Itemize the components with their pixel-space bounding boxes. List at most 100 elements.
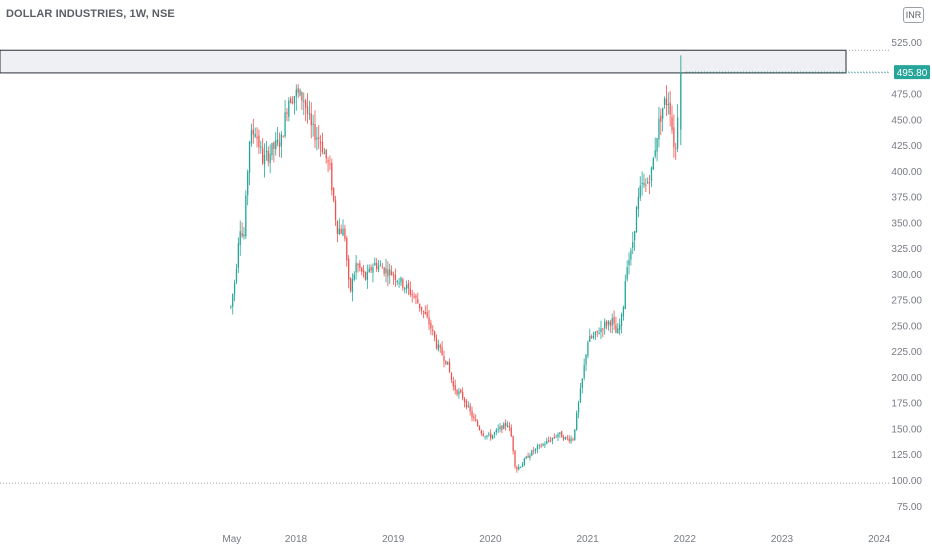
candle-body bbox=[278, 142, 281, 148]
candle-body bbox=[589, 335, 591, 342]
candle-body bbox=[633, 231, 636, 241]
x-tick-label: 2021 bbox=[576, 534, 599, 545]
candle-body bbox=[291, 102, 294, 104]
candle-body bbox=[596, 330, 598, 333]
candle-body bbox=[547, 440, 550, 442]
candle-body bbox=[665, 98, 668, 106]
candle-body bbox=[321, 141, 324, 153]
candle-body bbox=[553, 437, 555, 439]
candle-body bbox=[400, 277, 402, 283]
candle-body bbox=[433, 331, 436, 338]
candle-body bbox=[549, 440, 552, 442]
candle-body bbox=[364, 272, 367, 280]
candle-body bbox=[592, 335, 595, 338]
candle-body bbox=[381, 267, 383, 269]
candle-body bbox=[456, 389, 458, 395]
candle-body bbox=[361, 267, 363, 272]
candle-body bbox=[420, 306, 423, 311]
candle-body bbox=[637, 196, 640, 209]
y-tick-label: 475.00 bbox=[891, 90, 922, 101]
candle-body bbox=[497, 428, 499, 430]
candle-body bbox=[370, 266, 372, 271]
candle-body bbox=[276, 139, 279, 143]
y-tick-label: 450.00 bbox=[891, 115, 922, 126]
candle-body bbox=[447, 361, 449, 365]
candle-body bbox=[333, 188, 335, 201]
candle-body bbox=[615, 324, 617, 334]
currency-badge[interactable]: INR bbox=[903, 7, 924, 23]
candle-body bbox=[518, 466, 520, 470]
candle-body bbox=[529, 455, 531, 458]
candle-body bbox=[323, 152, 325, 154]
candle-body bbox=[329, 163, 331, 165]
candle-body bbox=[465, 400, 468, 408]
candle-body bbox=[267, 150, 269, 162]
candle-body bbox=[673, 127, 675, 148]
candle-body bbox=[680, 72, 682, 130]
candle-body bbox=[232, 294, 234, 307]
candle-body bbox=[476, 421, 479, 426]
candle-body bbox=[620, 314, 623, 326]
candle-body bbox=[340, 228, 342, 234]
candle-body bbox=[521, 464, 524, 468]
candle-body bbox=[639, 185, 641, 198]
candle-body bbox=[546, 440, 548, 444]
candle-body bbox=[450, 372, 453, 380]
candle-body bbox=[301, 91, 303, 101]
candle-body bbox=[297, 88, 299, 93]
candle-body bbox=[499, 426, 501, 429]
candle-body bbox=[669, 102, 671, 115]
candle-body bbox=[355, 262, 357, 273]
candle-body bbox=[585, 354, 587, 365]
candle-body bbox=[448, 362, 451, 373]
candle-body bbox=[308, 113, 311, 115]
candle-body bbox=[540, 445, 542, 447]
candle-body bbox=[630, 250, 632, 260]
candle-body bbox=[462, 391, 464, 399]
candle-body bbox=[482, 433, 484, 436]
y-tick-label: 375.00 bbox=[891, 193, 922, 204]
candle-body bbox=[247, 171, 249, 196]
candle-body bbox=[536, 446, 539, 450]
candle-body bbox=[624, 281, 626, 309]
candle-body bbox=[658, 118, 660, 140]
candle-body bbox=[271, 142, 273, 156]
y-tick-label: 325.00 bbox=[891, 244, 922, 255]
candle-body bbox=[619, 324, 621, 331]
candle-body bbox=[396, 280, 398, 283]
candle-body bbox=[647, 182, 649, 184]
candle-body bbox=[357, 263, 359, 266]
candle-body bbox=[282, 136, 284, 138]
candle-body bbox=[312, 123, 314, 125]
candle-body bbox=[495, 429, 497, 433]
candle-body bbox=[306, 106, 309, 114]
candle-body bbox=[469, 405, 471, 412]
y-tick-label: 525.00 bbox=[891, 38, 922, 49]
candle-body bbox=[652, 158, 654, 170]
x-tick-label: 2023 bbox=[771, 534, 794, 545]
candle-body bbox=[484, 436, 486, 438]
last-price-label: 495.80 bbox=[897, 68, 928, 79]
candle-body bbox=[342, 228, 344, 236]
candle-body bbox=[325, 149, 327, 159]
candle-body bbox=[303, 100, 305, 102]
candle-body bbox=[405, 284, 408, 289]
candle-body bbox=[349, 278, 352, 291]
candle-body bbox=[622, 306, 625, 317]
candle-body bbox=[383, 267, 385, 274]
candle-body bbox=[385, 268, 387, 274]
candle-body bbox=[346, 238, 348, 261]
candle-body bbox=[248, 141, 251, 173]
candle-body bbox=[503, 423, 505, 429]
candle-body bbox=[531, 450, 533, 456]
resistance-zone bbox=[0, 49, 847, 74]
candle-body bbox=[527, 455, 529, 458]
candle-body bbox=[555, 436, 557, 438]
candle-body bbox=[426, 312, 428, 317]
candle-body bbox=[648, 182, 651, 184]
candle-body bbox=[473, 416, 475, 419]
candle-body bbox=[626, 267, 628, 280]
candle-body bbox=[413, 296, 415, 298]
candle-body bbox=[256, 136, 258, 139]
